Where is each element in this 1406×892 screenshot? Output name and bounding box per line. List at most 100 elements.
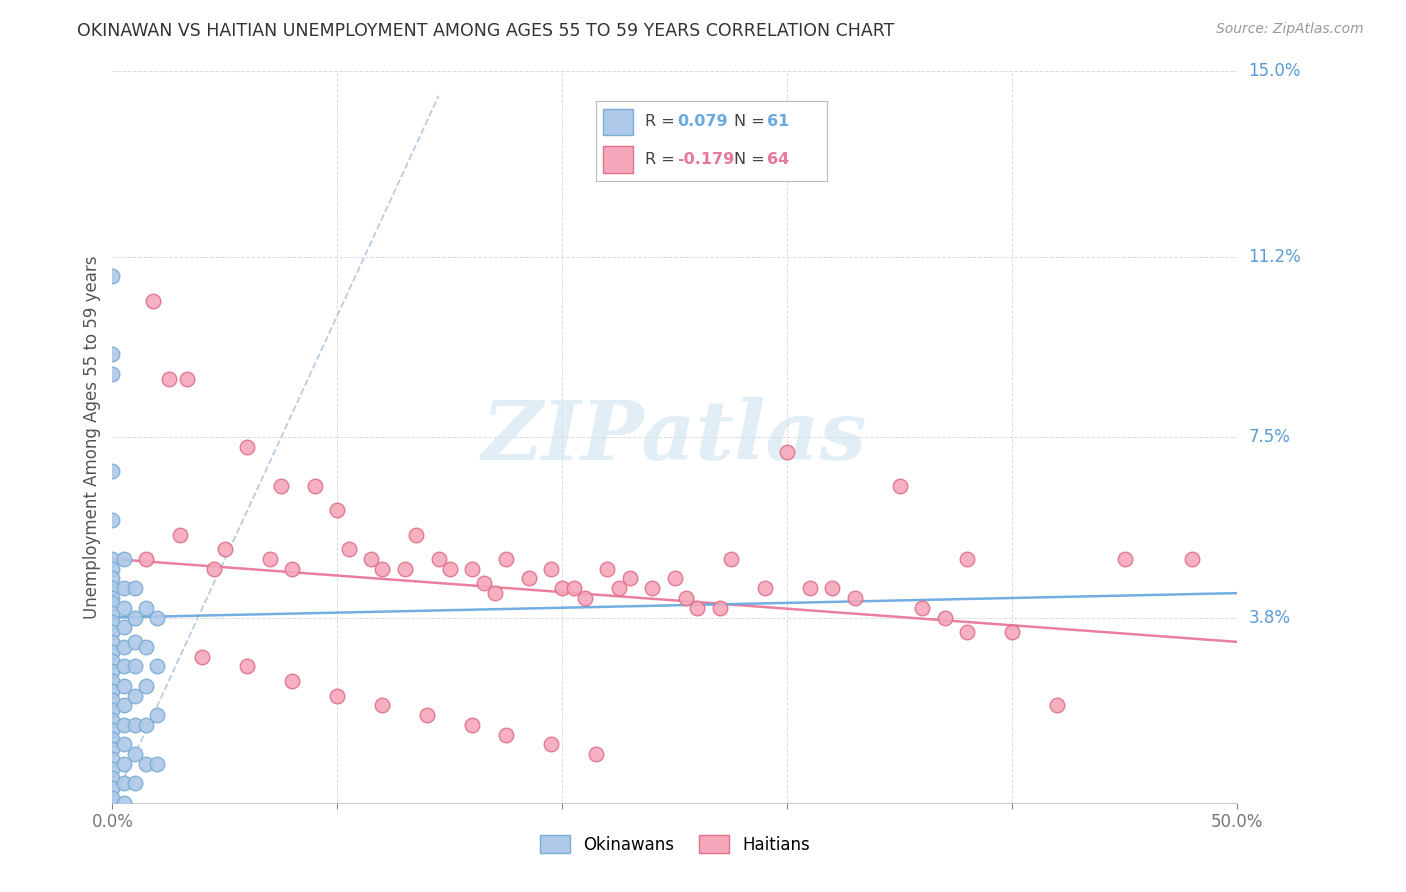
Point: [1181, 552, 1204, 566]
Point: [889, 479, 911, 493]
Point: [337, 542, 360, 557]
Point: [709, 600, 731, 615]
Point: [259, 552, 281, 566]
Point: [371, 562, 394, 576]
Point: [101, 713, 124, 727]
Point: [472, 576, 495, 591]
Point: [236, 659, 259, 673]
Point: [495, 727, 517, 741]
Point: [821, 581, 844, 595]
Point: [754, 581, 776, 595]
Point: [484, 586, 506, 600]
Point: [540, 562, 562, 576]
Point: [101, 635, 124, 649]
Point: [112, 756, 135, 771]
Point: [551, 581, 574, 595]
Point: [202, 562, 225, 576]
Point: [146, 659, 169, 673]
Point: [101, 732, 124, 747]
Point: [176, 371, 198, 385]
Point: [157, 371, 180, 385]
Text: ZIPatlas: ZIPatlas: [482, 397, 868, 477]
Point: [326, 503, 349, 517]
Point: [112, 698, 135, 713]
Point: [101, 772, 124, 786]
Point: [101, 606, 124, 620]
Point: [619, 572, 641, 586]
Point: [101, 269, 124, 284]
Point: [562, 581, 585, 595]
Point: [124, 747, 146, 761]
Point: [124, 610, 146, 624]
Point: [146, 756, 169, 771]
Point: [416, 708, 439, 723]
Point: [517, 572, 540, 586]
Point: [112, 737, 135, 751]
Point: [112, 581, 135, 595]
Point: [281, 673, 304, 688]
Point: [270, 479, 292, 493]
Point: [461, 562, 484, 576]
Point: [124, 689, 146, 703]
Point: [236, 440, 259, 454]
Point: [427, 552, 450, 566]
Point: [112, 640, 135, 654]
Point: [1114, 552, 1136, 566]
Point: [101, 723, 124, 737]
Point: [112, 552, 135, 566]
Point: [135, 600, 157, 615]
Point: [101, 762, 124, 776]
Point: [101, 742, 124, 756]
Point: [101, 673, 124, 688]
Text: 15.0%: 15.0%: [1249, 62, 1301, 80]
Point: [135, 679, 157, 693]
Point: [439, 562, 461, 576]
Point: [686, 600, 709, 615]
Point: [495, 552, 517, 566]
Point: [124, 635, 146, 649]
Text: 7.5%: 7.5%: [1249, 428, 1291, 446]
Point: [112, 776, 135, 790]
Point: [360, 552, 382, 566]
Point: [146, 610, 169, 624]
Point: [112, 600, 135, 615]
Point: [101, 781, 124, 796]
Point: [135, 552, 157, 566]
Point: [461, 718, 484, 732]
Point: [641, 581, 664, 595]
Point: [101, 703, 124, 717]
Point: [934, 610, 956, 624]
Point: [664, 572, 686, 586]
Point: [112, 620, 135, 634]
Point: [101, 464, 124, 478]
Point: [101, 513, 124, 527]
Point: [596, 562, 619, 576]
Point: [112, 796, 135, 810]
Point: [675, 591, 697, 605]
Point: [799, 581, 821, 595]
Point: [135, 640, 157, 654]
Point: [101, 654, 124, 668]
Point: [112, 679, 135, 693]
Point: [124, 718, 146, 732]
Point: [101, 552, 124, 566]
Point: [405, 527, 427, 541]
Point: [146, 708, 169, 723]
Point: [607, 581, 630, 595]
Point: [112, 659, 135, 673]
Point: [956, 552, 979, 566]
Point: [540, 737, 562, 751]
Point: [844, 591, 866, 605]
Point: [101, 572, 124, 586]
Text: Source: ZipAtlas.com: Source: ZipAtlas.com: [1216, 22, 1364, 37]
Y-axis label: Unemployment Among Ages 55 to 59 years: Unemployment Among Ages 55 to 59 years: [83, 255, 101, 619]
Point: [101, 752, 124, 766]
Point: [281, 562, 304, 576]
Point: [101, 645, 124, 659]
Point: [191, 649, 214, 664]
Point: [101, 615, 124, 630]
Point: [101, 562, 124, 576]
Point: [135, 756, 157, 771]
Point: [214, 542, 236, 557]
Point: [101, 596, 124, 610]
